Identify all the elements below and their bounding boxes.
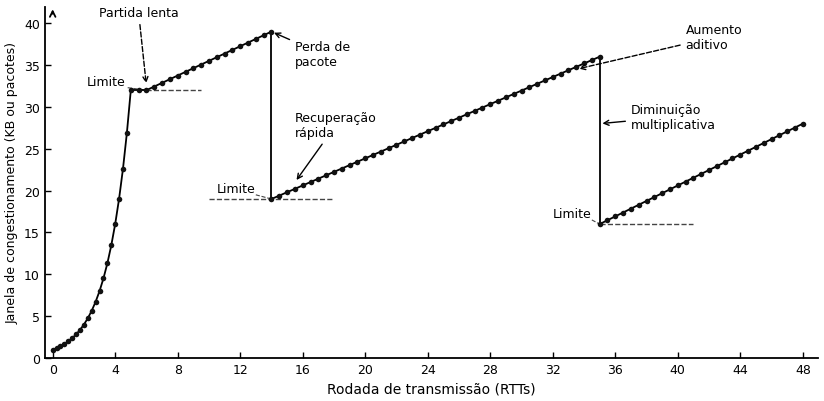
Y-axis label: Janela de congestionamento (KB ou pacotes): Janela de congestionamento (KB ou pacote… (6, 42, 19, 324)
Text: Limite: Limite (553, 207, 592, 221)
Text: Partida lenta: Partida lenta (99, 7, 179, 83)
Text: Perda de
pacote: Perda de pacote (275, 34, 350, 69)
X-axis label: Rodada de transmissão (RTTs): Rodada de transmissão (RTTs) (327, 381, 536, 395)
Text: Recuperação
rápida: Recuperação rápida (295, 112, 377, 179)
Text: Limite: Limite (87, 75, 126, 89)
Text: Aumento
aditivo: Aumento aditivo (580, 24, 742, 71)
Text: Limite: Limite (217, 182, 255, 195)
Text: Diminuição
multiplicativa: Diminuição multiplicativa (604, 103, 716, 132)
